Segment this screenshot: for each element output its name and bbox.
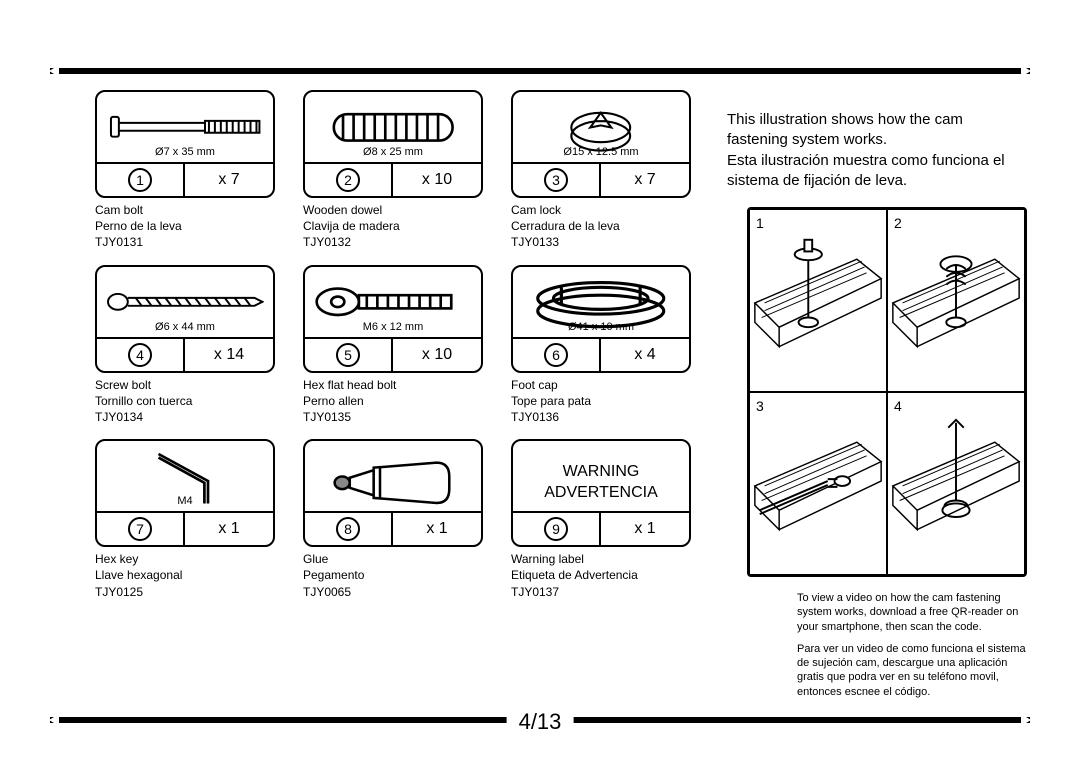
part-cell-9: WARNINGADVERTENCIA 9 x 1 Warning labelEtiqu… [511,439,691,600]
part-number: 3 [544,168,568,192]
part-dim: Ø6 x 44 mm [97,321,273,333]
part-number-cell: 8 [305,513,393,545]
part-number-cell: 5 [305,339,393,371]
part-number: 2 [336,168,360,192]
footcap-icon: Ø41 x 10 mm [513,267,689,337]
part-cell-3: Ø15 x 12.5 mm 3 x 7 Cam lockCerradura de la… [511,90,691,251]
part-labels: Warning labelEtiqueta de AdvertenciaTJY0… [511,551,691,600]
page-top-rule [50,68,1030,74]
part-number-cell: 9 [513,513,601,545]
camlock-icon: Ø15 x 12.5 mm [513,92,689,162]
hexbolt-icon: M6 x 12 mm [305,267,481,337]
part-number: 5 [336,343,360,367]
part-number-cell: 6 [513,339,601,371]
cam-diagram: 1 2 3 4 [747,207,1027,577]
part-number-cell: 1 [97,164,185,196]
part-dim: Ø41 x 10 mm [513,321,689,333]
part-dim: Ø15 x 12.5 mm [513,146,689,158]
part-qty: x 7 [601,164,689,196]
part-qty: x 1 [185,513,273,545]
part-labels: Cam boltPerno de la levaTJY0131 [95,202,275,251]
part-number: 7 [128,517,152,541]
cam-step-2: 2 [887,209,1025,392]
part-number: 4 [128,343,152,367]
part-labels: GluePegamentoTJY0065 [303,551,483,600]
qr-note: To view a video on how the cam fastening… [797,591,1027,699]
part-labels: Wooden dowelClavija de maderaTJY0132 [303,202,483,251]
part-dim: Ø8 x 25 mm [305,146,481,158]
parts-grid: Ø7 x 35 mm 1 x 7 Cam boltPerno de la levaTJ… [95,90,691,703]
glue-icon [305,441,481,511]
part-cell-4: Ø6 x 44 mm 4 x 14 Screw boltTornillo con tu… [95,265,275,426]
part-labels: Screw boltTornillo con tuercaTJY0134 [95,377,275,426]
intro-text: This illustration shows how the cam fast… [727,110,1027,191]
note-en: To view a video on how the cam fastening… [797,591,1027,634]
part-dim: M4 [97,495,273,507]
note-es: Para ver un video de como funciona el si… [797,642,1027,699]
part-cell-6: Ø41 x 10 mm 6 x 4 Foot capTope para pataTJY… [511,265,691,426]
part-number: 8 [336,517,360,541]
part-number: 1 [128,168,152,192]
screw-icon: Ø6 x 44 mm [97,267,273,337]
part-cell-1: Ø7 x 35 mm 1 x 7 Cam boltPerno de la levaTJ… [95,90,275,251]
part-dim: Ø7 x 35 mm [97,146,273,158]
part-qty: x 4 [601,339,689,371]
part-labels: Hex flat head boltPerno allenTJY0135 [303,377,483,426]
cam-step-1: 1 [749,209,887,392]
part-dim: M6 x 12 mm [305,321,481,333]
part-cell-8: 8 x 1 GluePegamentoTJY0065 [303,439,483,600]
part-cell-5: M6 x 12 mm 5 x 10 Hex flat head boltPerno a… [303,265,483,426]
cam-step-4: 4 [887,392,1025,575]
part-cell-7: M4 7 x 1 Hex keyLlave hexagonalTJY0125 [95,439,275,600]
dowel-icon: Ø8 x 25 mm [305,92,481,162]
part-cell-2: Ø8 x 25 mm 2 x 10 Wooden dowelClavija de ma… [303,90,483,251]
hexkey-icon: M4 [97,441,273,511]
part-labels: Hex keyLlave hexagonalTJY0125 [95,551,275,600]
cam-step-3: 3 [749,392,887,575]
page-number: 4/13 [507,709,574,735]
part-qty: x 14 [185,339,273,371]
part-qty: x 7 [185,164,273,196]
part-number-cell: 2 [305,164,393,196]
part-qty: x 10 [393,339,481,371]
part-number: 6 [544,343,568,367]
part-qty: x 1 [393,513,481,545]
intro-en: This illustration shows how the cam fast… [727,110,1027,151]
warning-icon: WARNINGADVERTENCIA [513,441,689,511]
part-qty: x 1 [601,513,689,545]
part-number-cell: 3 [513,164,601,196]
part-labels: Foot capTope para pataTJY0136 [511,377,691,426]
part-number-cell: 7 [97,513,185,545]
intro-es: Esta ilustración muestra como funciona e… [727,151,1027,192]
part-number-cell: 4 [97,339,185,371]
part-number: 9 [544,517,568,541]
part-qty: x 10 [393,164,481,196]
cambolt-icon: Ø7 x 35 mm [97,92,273,162]
part-labels: Cam lockCerradura de la levaTJY0133 [511,202,691,251]
